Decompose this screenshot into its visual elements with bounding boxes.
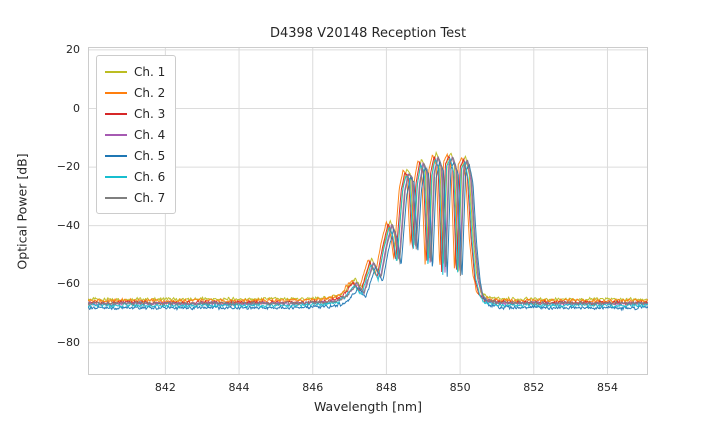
legend-line-swatch: [105, 196, 127, 199]
y-axis-label: Optical Power [dB]: [14, 153, 30, 270]
legend-line-swatch: [105, 112, 127, 115]
x-tick-label: 848: [375, 381, 397, 394]
y-tick-label: −20: [56, 160, 80, 174]
legend-label: Ch. 6: [134, 169, 166, 184]
x-tick-label: 842: [154, 381, 176, 394]
legend-line-swatch: [105, 70, 127, 73]
y-tick-label: −60: [56, 277, 80, 291]
x-tick-label: 844: [228, 381, 250, 394]
y-tick-label: −40: [56, 218, 80, 232]
legend-item: Ch. 2: [105, 82, 165, 103]
legend-line-swatch: [105, 91, 127, 94]
legend-item: Ch. 7: [105, 187, 165, 208]
legend-label: Ch. 7: [134, 190, 166, 205]
x-tick-label: 852: [523, 381, 545, 394]
legend-label: Ch. 1: [134, 64, 166, 79]
legend-line-swatch: [105, 154, 127, 157]
legend-item: Ch. 3: [105, 103, 165, 124]
legend: Ch. 1 Ch. 2 Ch. 3 Ch. 4 Ch. 5 Ch. 6 Ch. …: [96, 55, 177, 214]
chart-title: D4398 V20148 Reception Test: [269, 26, 467, 41]
legend-item: Ch. 6: [105, 166, 165, 187]
legend-item: Ch. 1: [105, 61, 165, 82]
legend-line-swatch: [105, 175, 127, 178]
y-tick-label: 0: [73, 101, 80, 115]
x-tick-label: 850: [449, 381, 471, 394]
x-axis-label: Wavelength [nm]: [314, 399, 422, 414]
legend-label: Ch. 4: [134, 127, 166, 142]
legend-line-swatch: [105, 133, 127, 136]
x-tick-label: 846: [302, 381, 324, 394]
y-tick-label: 20: [66, 42, 80, 56]
legend-item: Ch. 5: [105, 145, 165, 166]
legend-item: Ch. 4: [105, 124, 165, 145]
legend-label: Ch. 2: [134, 85, 166, 100]
x-tick-label: 854: [596, 381, 618, 394]
legend-label: Ch. 3: [134, 106, 166, 121]
y-tick-label: −80: [56, 335, 80, 349]
legend-label: Ch. 5: [134, 148, 166, 163]
